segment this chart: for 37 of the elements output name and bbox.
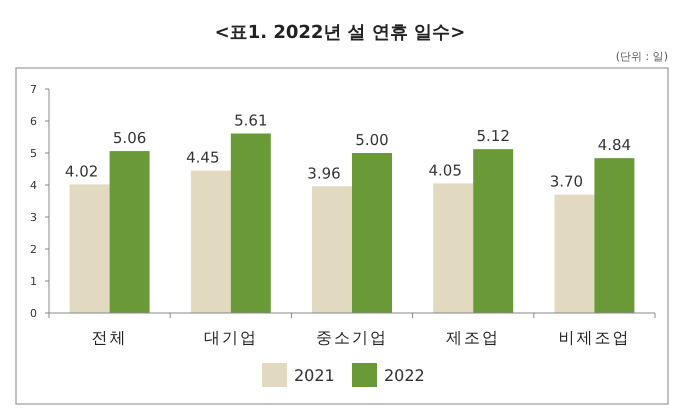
bar (594, 158, 634, 313)
bar (312, 186, 352, 313)
data-label: 3.96 (307, 164, 341, 182)
data-label: 5.06 (112, 129, 146, 148)
y-tick-label: 2 (30, 243, 37, 256)
y-tick-label: 5 (30, 147, 37, 160)
x-tick-label: 제조업 (446, 328, 500, 347)
bar (70, 184, 110, 313)
bar (190, 170, 231, 313)
x-tick-label: 전체 (92, 328, 128, 347)
bar (554, 194, 594, 313)
bar (352, 153, 392, 313)
bar (230, 133, 271, 313)
data-label: 4.45 (186, 148, 220, 167)
data-label: 5.61 (234, 111, 268, 130)
y-tick-label: 6 (30, 115, 37, 128)
bar (473, 149, 514, 313)
y-tick-label: 7 (30, 83, 37, 96)
bar (110, 151, 150, 313)
legend-label: 2022 (384, 366, 425, 385)
text: (단위 : 일) (616, 50, 668, 63)
bar (433, 183, 474, 313)
data-label: 4.84 (598, 136, 632, 154)
x-tick-label: 비제조업 (558, 328, 630, 347)
x-tick-label: 대기업 (204, 328, 258, 347)
data-label: 4.05 (428, 161, 462, 180)
y-tick-label: 3 (30, 211, 37, 224)
y-tick-label: 1 (30, 275, 37, 288)
x-tick-label: 중소기업 (316, 328, 388, 347)
y-tick-label: 0 (30, 307, 37, 320)
legend-label: 2021 (294, 366, 335, 385)
data-label: 5.00 (355, 131, 389, 149)
data-label: 4.02 (64, 162, 98, 180)
data-label: 3.70 (550, 172, 584, 191)
chart-title: <표1. 2022년 설 연휴 일수> (214, 22, 466, 43)
data-label: 5.12 (476, 127, 510, 146)
y-tick-label: 4 (30, 179, 37, 192)
